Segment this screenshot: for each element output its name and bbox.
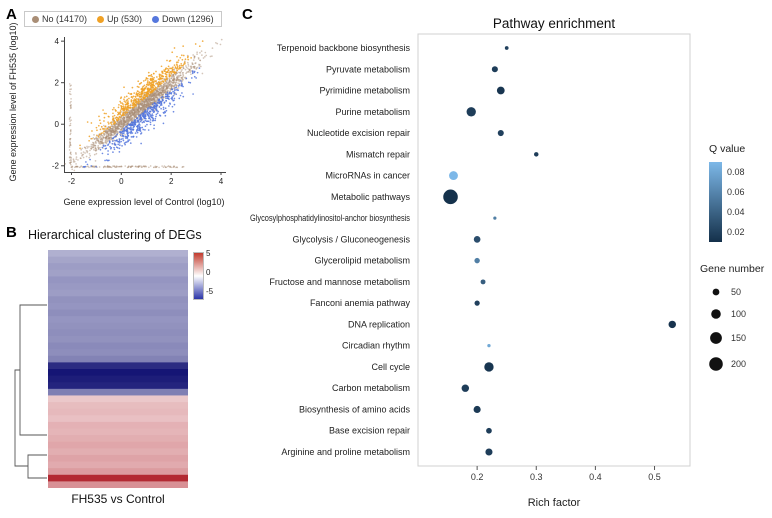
x-tick-label: 0.2 (471, 472, 484, 482)
x-tick-label: 0.3 (530, 472, 543, 482)
pathway-dot (534, 152, 539, 157)
legend-label-down: Down (1296) (162, 14, 214, 24)
dendrogram (14, 304, 47, 479)
pathway-dot (497, 130, 504, 137)
pathway-label: DNA replication (348, 319, 410, 329)
pathway-enrichment-plot: 0.2 0.3 0.4 0.5 Terpenoid backbone biosynthe… (248, 0, 772, 518)
pathway-dot (496, 86, 505, 95)
pathway-dot (461, 384, 470, 392)
pathway-dot (480, 279, 486, 285)
down-dot-icon (152, 15, 160, 23)
pathway-label: Glycerolipid metabolism (314, 256, 410, 266)
colorbar-tick-mid: 0 (206, 268, 211, 277)
pathway-label: Glycosylphosphatidylinositol-anchor bios… (250, 213, 410, 223)
q-value-tick-label: 0.08 (727, 167, 745, 177)
heatmap-colorbar (193, 252, 204, 300)
pathway-dot (491, 66, 498, 73)
gene-number-tick-label: 50 (731, 287, 741, 297)
no-dot-icon (32, 15, 39, 23)
plot-border (417, 33, 691, 467)
pathway-dot (474, 300, 480, 306)
up-dot-icon (97, 15, 105, 23)
gene-number-tick-label: 200 (731, 359, 746, 369)
dotplot-title: Pathway enrichment (492, 16, 616, 31)
pathway-label: MicroRNAs in cancer (325, 171, 410, 181)
pathway-dot (668, 320, 676, 329)
legend-item-down: Down (1296) (152, 14, 214, 24)
panel-b-label: B (6, 224, 17, 241)
gene-number-legend-dot (711, 309, 721, 319)
pathway-label: Circadian rhythm (342, 341, 410, 351)
gene-number-legend-dot (712, 288, 720, 296)
scatter-x-axis-label: Gene expression level of Control (log10) (63, 197, 225, 207)
pathway-dot (493, 216, 497, 220)
heatmap-x-axis-label: FH535 vs Control (71, 492, 165, 506)
pathway-dot (473, 405, 481, 414)
dotplot-x-axis-label: Rich factor (527, 497, 581, 509)
pathway-label: Fanconi anemia pathway (310, 298, 411, 308)
scatter-legend: No (14170) Up (530) Down (1296) (24, 11, 222, 27)
panel-a-label: A (6, 6, 17, 23)
q-value-legend-title: Q value (709, 143, 745, 155)
pathway-dot (487, 344, 491, 348)
q-value-tick-label: 0.06 (727, 187, 745, 197)
pathway-label: Glycolysis / Gluconeogenesis (292, 234, 410, 244)
q-value-tick-label: 0.02 (727, 227, 745, 237)
colorbar-tick-high: 5 (206, 249, 211, 258)
pathway-dot (473, 236, 481, 243)
pathway-dot (485, 448, 493, 456)
pathway-label: Arginine and proline metabolism (281, 447, 410, 457)
pathway-label: Terpenoid backbone biosynthesis (277, 43, 411, 53)
gene-number-legend-dot (710, 332, 722, 344)
pathway-dot (484, 362, 494, 372)
legend-item-up: Up (530) (97, 14, 142, 24)
gene-number-legend-title: Gene number (700, 263, 765, 275)
x-tick-label: 0.4 (589, 472, 602, 482)
gene-number-tick-label: 100 (731, 309, 746, 319)
legend-label-up: Up (530) (107, 14, 143, 24)
pathway-dot (504, 46, 509, 50)
colorbar-tick-low: -5 (206, 287, 214, 296)
pathway-label: Pyrimidine metabolism (319, 86, 410, 96)
x-tick-label: 0.5 (648, 472, 661, 482)
gene-number-legend-dot (709, 357, 723, 371)
q-value-colorbar (709, 162, 722, 242)
pathway-label: Biosynthesis of amino acids (299, 404, 411, 414)
pathway-dot (486, 427, 492, 434)
deg-heatmap (48, 250, 188, 488)
pathway-dot (443, 189, 458, 205)
panel-c-label: C (242, 6, 253, 23)
deg-scatter-plot (38, 30, 230, 194)
q-value-tick-label: 0.04 (727, 207, 745, 217)
pathway-label: Carbon metabolism (332, 383, 410, 393)
pathway-dot (449, 171, 458, 181)
pathway-label: Fructose and mannose metabolism (269, 277, 410, 287)
pathway-label: Mismatch repair (346, 149, 410, 159)
pathway-label: Purine metabolism (335, 107, 410, 117)
pathway-label: Nucleotide excision repair (307, 128, 410, 138)
gene-number-tick-label: 150 (731, 333, 746, 343)
pathway-dot (474, 257, 480, 264)
pathway-label: Metabolic pathways (331, 192, 411, 202)
heatmap-title: Hierarchical clustering of DEGs (28, 228, 202, 242)
pathway-label: Base excision repair (329, 426, 410, 436)
legend-item-no: No (14170) (32, 14, 87, 24)
pathway-label: Pyruvate metabolism (326, 64, 410, 74)
pathway-label: Cell cycle (371, 362, 410, 372)
pathway-dot (466, 107, 476, 117)
legend-label-no: No (14170) (42, 14, 88, 24)
scatter-y-axis-label: Gene expression level of FH535 (log10) (8, 22, 18, 182)
